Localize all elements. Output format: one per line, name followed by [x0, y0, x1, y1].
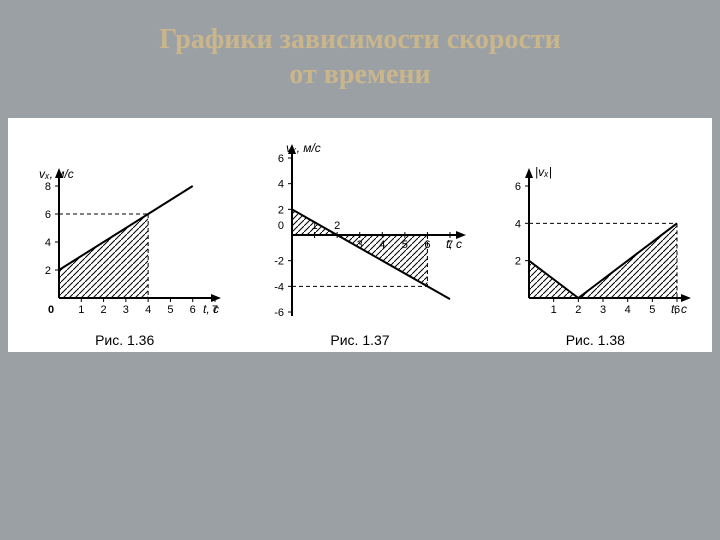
svg-text:vₓ, м/c: vₓ, м/c: [39, 167, 74, 181]
svg-text:5: 5: [167, 304, 173, 316]
svg-text:4: 4: [379, 239, 385, 251]
svg-text:5: 5: [402, 239, 408, 251]
svg-text:|vₓ|: |vₓ|: [535, 165, 552, 179]
figure-1-caption: Рис. 1.36: [95, 332, 154, 348]
svg-text:2: 2: [576, 304, 582, 316]
svg-text:4: 4: [515, 218, 521, 230]
svg-text:3: 3: [600, 304, 606, 316]
svg-text:vₓ, м/c: vₓ, м/c: [286, 141, 321, 155]
chart-3-svg: 123456246|vₓ|t, c: [495, 156, 695, 326]
title-line-1: Графики зависимости скорости: [159, 24, 561, 55]
charts-panel: 123456702468vₓ, м/ct, c Рис. 1.36 123456…: [8, 118, 712, 352]
svg-text:2: 2: [100, 304, 106, 316]
svg-text:4: 4: [625, 304, 631, 316]
svg-text:2: 2: [45, 265, 51, 277]
svg-text:-2: -2: [274, 256, 284, 268]
svg-text:1: 1: [78, 304, 84, 316]
svg-text:6: 6: [45, 209, 51, 221]
page-title: Графики зависимости скорости от времени: [0, 0, 720, 102]
svg-text:3: 3: [122, 304, 128, 316]
figure-2-caption: Рис. 1.37: [330, 332, 389, 348]
svg-text:4: 4: [145, 304, 151, 316]
svg-text:-4: -4: [274, 281, 284, 293]
title-line-2: от времени: [289, 59, 430, 90]
svg-text:4: 4: [278, 179, 284, 191]
svg-text:5: 5: [650, 304, 656, 316]
svg-text:0: 0: [48, 304, 54, 316]
figure-3-caption: Рис. 1.38: [566, 332, 625, 348]
chart-1-svg: 123456702468vₓ, м/ct, c: [25, 156, 225, 326]
svg-text:-6: -6: [274, 307, 284, 319]
svg-text:2: 2: [278, 204, 284, 216]
svg-text:2: 2: [515, 256, 521, 268]
svg-text:6: 6: [278, 153, 284, 165]
figure-2: 123456702-24-46-6vₓ, м/ct, c Рис. 1.37: [250, 136, 470, 348]
svg-text:0: 0: [278, 220, 284, 232]
svg-text:8: 8: [45, 181, 51, 193]
chart-2-svg: 123456702-24-46-6vₓ, м/ct, c: [250, 136, 470, 326]
svg-text:t, c: t, c: [446, 237, 462, 251]
svg-text:4: 4: [45, 237, 51, 249]
svg-text:6: 6: [515, 181, 521, 193]
svg-text:t, c: t, c: [671, 302, 687, 316]
svg-text:2: 2: [334, 220, 340, 232]
figure-1: 123456702468vₓ, м/ct, c Рис. 1.36: [25, 156, 225, 348]
svg-text:t, c: t, c: [203, 302, 219, 316]
svg-text:6: 6: [189, 304, 195, 316]
svg-text:1: 1: [551, 304, 557, 316]
figure-3: 123456246|vₓ|t, c Рис. 1.38: [495, 156, 695, 348]
